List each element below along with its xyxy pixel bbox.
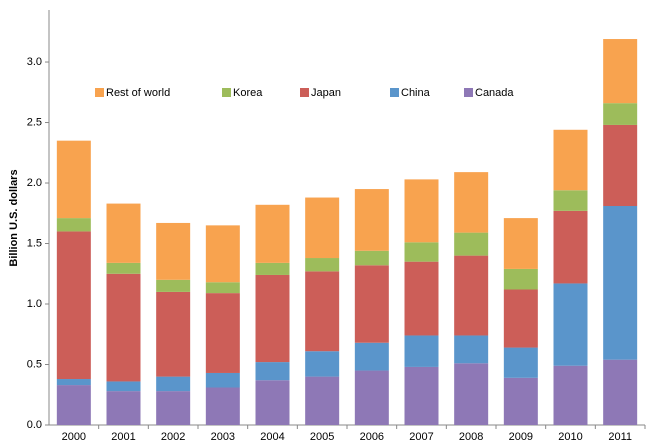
- bar-segment: [354, 250, 389, 266]
- y-axis-label: Billion U.S. dollars: [8, 169, 20, 266]
- bar-segment: [454, 255, 489, 336]
- bar-segment: [205, 387, 240, 425]
- x-tick-label: 2002: [161, 431, 185, 442]
- bar-segment: [56, 379, 91, 386]
- x-tick-label: 2003: [211, 431, 235, 442]
- bar-segment: [56, 140, 91, 219]
- bar-segment: [454, 335, 489, 364]
- bar-segment: [553, 129, 588, 191]
- bar-segment: [404, 261, 439, 336]
- legend-swatch: [222, 88, 231, 97]
- bar-segment: [255, 380, 290, 425]
- bar-segment: [454, 363, 489, 425]
- x-tick-label: 2001: [111, 431, 135, 442]
- bar-segment: [106, 262, 141, 274]
- bar-segment: [106, 391, 141, 425]
- x-tick-label: 2008: [459, 431, 483, 442]
- bar-segment: [354, 189, 389, 251]
- legend-swatch: [95, 88, 104, 97]
- bar-segment: [255, 204, 290, 263]
- y-tick-label: 1.0: [27, 298, 42, 310]
- y-tick-label: 0.5: [27, 358, 42, 370]
- y-tick-label: 0.0: [27, 419, 42, 431]
- y-tick-label: 3.0: [27, 56, 42, 68]
- bar-segment: [503, 289, 538, 348]
- bar-segment: [156, 391, 191, 425]
- bar-segment: [603, 39, 638, 104]
- bar-segment: [205, 225, 240, 283]
- bar-segment: [603, 103, 638, 125]
- y-tick-label: 1.5: [27, 237, 42, 249]
- bar-segment: [205, 293, 240, 373]
- bar-segment: [354, 265, 389, 343]
- legend-swatch: [300, 88, 309, 97]
- bar-segment: [156, 222, 191, 280]
- x-tick-label: 2000: [62, 431, 86, 442]
- bar-segment: [404, 179, 439, 243]
- bar-segment: [56, 231, 91, 380]
- bar-segment: [305, 271, 340, 352]
- bar-segment: [454, 172, 489, 233]
- bar-segment: [354, 370, 389, 425]
- x-tick-label: 2004: [260, 431, 284, 442]
- bar-segment: [255, 274, 290, 363]
- bar-segment: [106, 381, 141, 392]
- bar-segment: [503, 268, 538, 290]
- x-tick-label: 2009: [509, 431, 533, 442]
- bar-segment: [156, 279, 191, 292]
- bar-segment: [305, 351, 340, 377]
- bar-segment: [553, 365, 588, 425]
- bar-segment: [553, 283, 588, 366]
- legend-label: China: [401, 87, 431, 99]
- bar-segment: [205, 372, 240, 388]
- legend-label: Japan: [311, 87, 341, 99]
- bar-segment: [305, 258, 340, 272]
- y-tick-label: 2.5: [27, 116, 42, 128]
- bar-segment: [255, 262, 290, 275]
- bar-segment: [305, 376, 340, 425]
- bar-segment: [156, 376, 191, 392]
- bar-segment: [404, 242, 439, 262]
- legend-label: Rest of world: [106, 87, 170, 99]
- x-tick-label: 2007: [409, 431, 433, 442]
- x-tick-label: 2005: [310, 431, 334, 442]
- bar-segment: [603, 359, 638, 425]
- bar-segment: [354, 342, 389, 371]
- legend-label: Canada: [475, 87, 514, 99]
- legend-swatch: [390, 88, 399, 97]
- bar-segment: [106, 273, 141, 382]
- bar-segment: [454, 232, 489, 256]
- bar-segment: [503, 218, 538, 269]
- bar-segment: [404, 366, 439, 425]
- x-tick-label: 2006: [360, 431, 384, 442]
- bar-segment: [553, 210, 588, 284]
- bar-segment: [603, 206, 638, 360]
- bar-segment: [305, 197, 340, 259]
- x-tick-label: 2011: [608, 431, 632, 442]
- bar-segment: [205, 282, 240, 294]
- bar-segment: [106, 203, 141, 263]
- bar-segment: [255, 362, 290, 381]
- bar-segment: [56, 385, 91, 425]
- bar-segment: [503, 377, 538, 425]
- x-tick-label: 2010: [558, 431, 582, 442]
- y-tick-label: 2.0: [27, 177, 42, 189]
- legend-swatch: [464, 88, 473, 97]
- bar-segment: [553, 190, 588, 211]
- bar-segment: [56, 218, 91, 232]
- bar-segment: [603, 124, 638, 207]
- bar-segment: [404, 335, 439, 367]
- bar-segment: [156, 291, 191, 377]
- legend-label: Korea: [233, 87, 263, 99]
- bar-segment: [503, 347, 538, 378]
